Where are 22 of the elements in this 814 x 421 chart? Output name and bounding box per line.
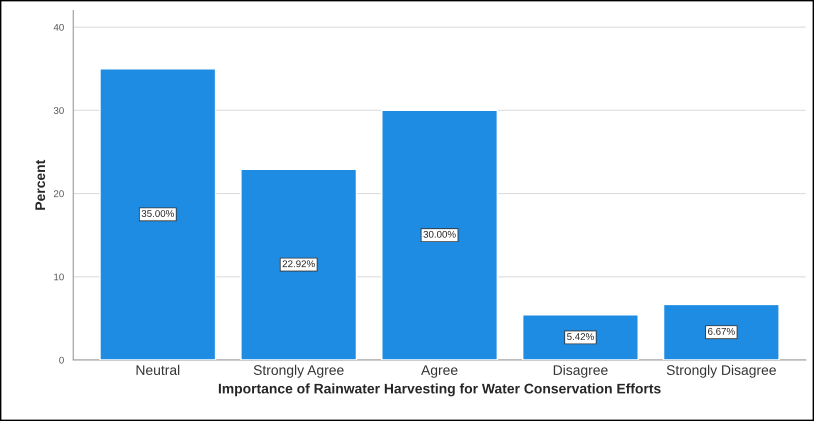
y-tick-label: 20 bbox=[54, 190, 64, 198]
bar bbox=[662, 304, 780, 360]
x-tick-label: Neutral bbox=[136, 364, 180, 376]
data-label: 22.92% bbox=[282, 260, 315, 268]
bar bbox=[99, 68, 216, 360]
y-tick-label: 0 bbox=[59, 356, 64, 364]
data-label: 35.00% bbox=[142, 210, 174, 217]
y-tick-label: 10 bbox=[54, 273, 64, 280]
bar bbox=[240, 168, 358, 360]
data-label: 6.67% bbox=[708, 328, 735, 335]
x-tick-label: Strongly Agree bbox=[254, 364, 344, 378]
x-tick-label: Agree bbox=[421, 365, 458, 378]
y-axis-title: Percent bbox=[35, 160, 46, 210]
data-label: 30.00% bbox=[423, 230, 456, 238]
x-axis-title: Importance of Rainwater Harvesting for Water Conservation Efforts bbox=[218, 383, 661, 396]
x-tick-label: Strongly Disagree bbox=[666, 364, 776, 378]
data-label: 5.42% bbox=[567, 333, 594, 340]
bar bbox=[381, 110, 498, 360]
y-tick-label: 30 bbox=[54, 107, 64, 114]
x-tick-label: Disagree bbox=[554, 364, 608, 378]
bar bbox=[522, 314, 639, 360]
y-tick-label: 40 bbox=[54, 24, 64, 31]
